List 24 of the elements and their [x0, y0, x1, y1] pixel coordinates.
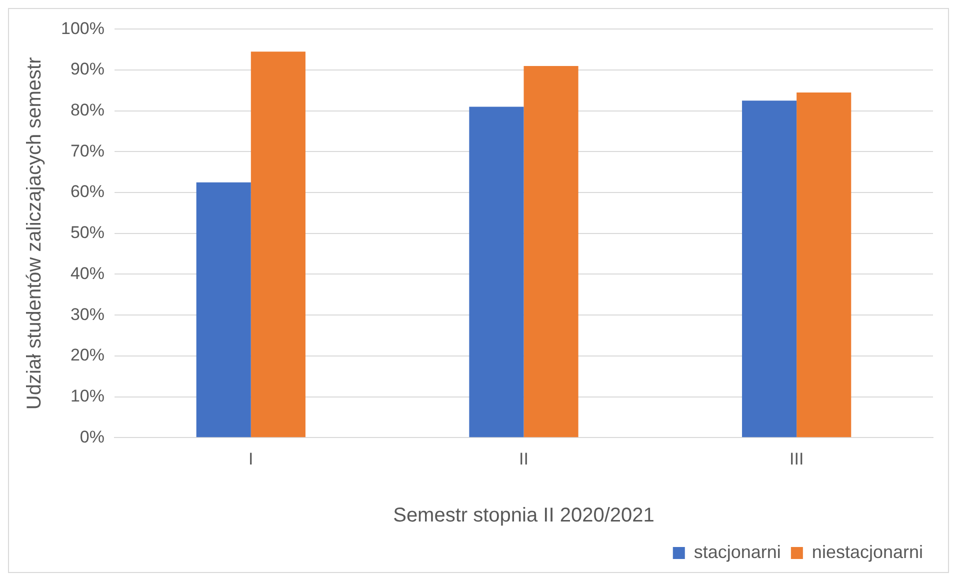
x-axis-title: Semestr stopnia II 2020/2021: [393, 504, 654, 527]
y-tick-label: 0%: [80, 427, 104, 446]
y-tick-label: 20%: [70, 346, 104, 365]
y-tick-label: 50%: [70, 223, 104, 242]
bar: [469, 106, 524, 438]
y-tick-label: 10%: [70, 386, 104, 406]
y-axis-title: Udział studentów zaliczajacych semestr: [24, 56, 46, 410]
y-tick-label: 30%: [70, 304, 104, 324]
bar: [196, 182, 251, 438]
y-tick-label: 80%: [70, 100, 104, 120]
y-tick-label: 100%: [60, 18, 104, 38]
x-tick-label: II: [519, 449, 528, 468]
x-tick-label: III: [789, 449, 804, 468]
legend-label: stacjonarni: [694, 542, 781, 562]
y-tick-label: 40%: [70, 264, 104, 283]
bar: [250, 52, 306, 438]
x-tick-label: I: [248, 449, 254, 468]
y-tick-label: 70%: [70, 141, 104, 160]
bar: [524, 66, 578, 438]
y-tick-label: 90%: [70, 60, 104, 79]
legend-label: niestacjonarni: [812, 542, 924, 562]
bar: [742, 100, 797, 438]
y-tick-label: 60%: [70, 182, 104, 202]
bar: [796, 92, 852, 438]
